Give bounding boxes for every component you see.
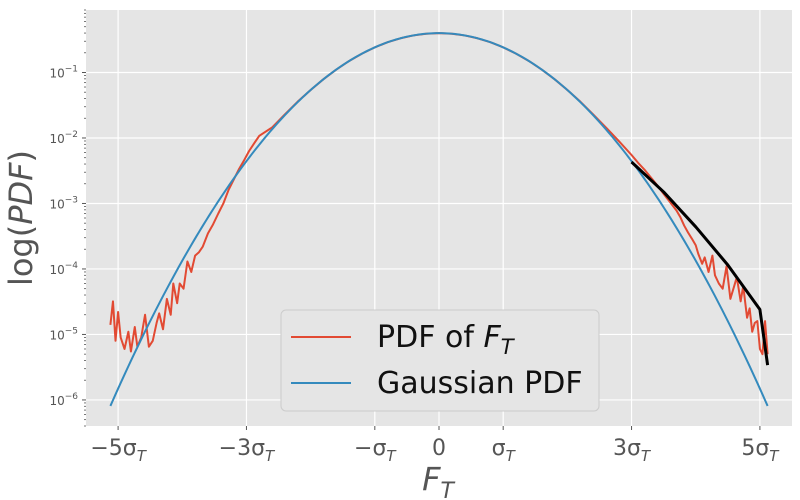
x-axis-ticks: −5σT −3σT −σT 0 σT 3σT 5σT (90, 426, 780, 465)
y-tick-label: 10−2 (49, 130, 78, 146)
y-axis-label-post: ) (2, 150, 40, 162)
y-tick-label: 10−1 (49, 64, 78, 80)
legend-label-pdf-main: PDF of (377, 320, 483, 355)
x-axis-label: FT (422, 460, 455, 500)
series-line-gaussian (109, 32, 769, 407)
x-tick-label: −3σT (219, 436, 276, 465)
y-tick-label: 10−5 (49, 326, 78, 342)
x-tick-label: 5σT (741, 436, 780, 465)
legend: PDF of FT Gaussian PDF (280, 309, 600, 412)
legend-label-pdf-var: F (483, 320, 501, 355)
y-axis-label-pre: log( (2, 225, 40, 286)
x-tick-label: 3σT (613, 436, 652, 465)
y-axis-label-var: PDF (2, 162, 40, 225)
x-tick-label: −5σT (90, 436, 147, 465)
y-axis-label: log(PDF) (2, 150, 40, 286)
x-axis-label-sub: T (440, 479, 455, 500)
y-tick-label: 10−3 (49, 195, 78, 211)
x-tick-label: −σT (354, 436, 397, 465)
fit-line (630, 160, 770, 366)
y-tick-label: 10−4 (49, 261, 78, 277)
legend-label-gaussian: Gaussian PDF (377, 366, 583, 401)
y-axis-ticks: 10−6 10−5 10−4 10−3 10−2 10−1 (49, 9, 86, 427)
legend-box (280, 309, 600, 412)
legend-label-pdf: PDF of FT (377, 320, 516, 359)
y-tick-label: 10−6 (49, 392, 78, 408)
series-layer (109, 32, 770, 407)
x-axis-label-var: F (422, 460, 441, 498)
x-tick-label: σT (492, 436, 517, 465)
x-tick-label: 0 (432, 436, 446, 461)
legend-label-gaussian-main: Gaussian PDF (377, 366, 583, 401)
legend-label-pdf-sub: T (501, 335, 516, 359)
